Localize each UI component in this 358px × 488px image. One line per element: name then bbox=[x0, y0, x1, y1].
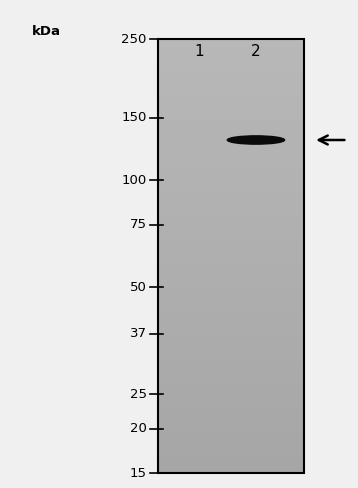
Text: kDa: kDa bbox=[32, 25, 61, 38]
Text: 50: 50 bbox=[130, 281, 147, 294]
Text: 1: 1 bbox=[194, 44, 203, 59]
Text: 15: 15 bbox=[130, 467, 147, 480]
Text: 100: 100 bbox=[121, 174, 147, 187]
Text: 75: 75 bbox=[130, 219, 147, 231]
Text: 37: 37 bbox=[130, 327, 147, 341]
Ellipse shape bbox=[227, 136, 285, 144]
Text: 250: 250 bbox=[121, 33, 147, 45]
Text: 150: 150 bbox=[121, 111, 147, 124]
Text: 2: 2 bbox=[251, 44, 261, 59]
Bar bbox=[158, 39, 304, 473]
Text: 25: 25 bbox=[130, 388, 147, 401]
Text: 20: 20 bbox=[130, 423, 147, 435]
